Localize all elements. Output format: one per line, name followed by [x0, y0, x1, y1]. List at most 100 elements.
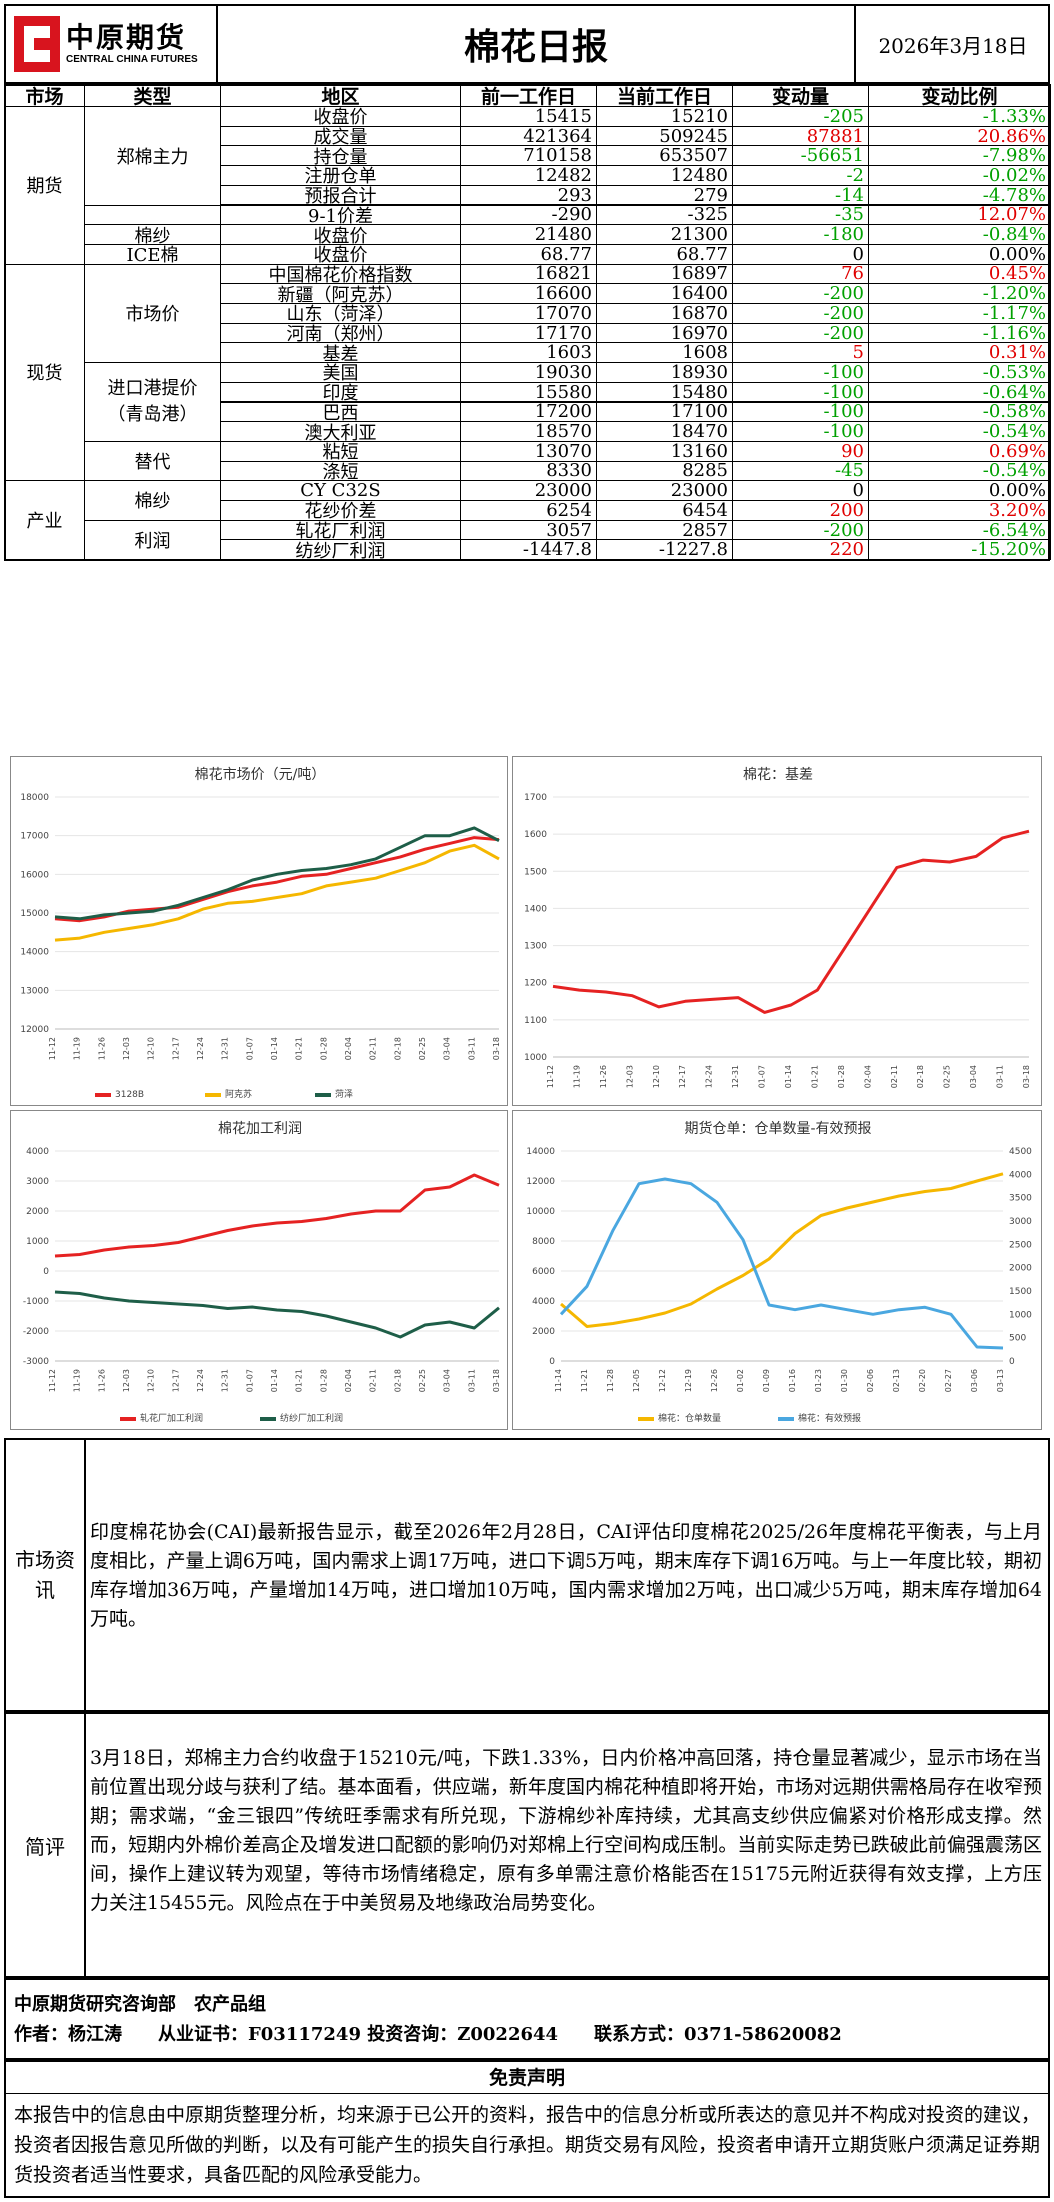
x-tick-label: 11-12	[48, 1369, 57, 1392]
market-news-text: 印度棉花协会(CAI)最新报告显示，截至2026年2月28日，CAI评估印度棉花…	[90, 1521, 1042, 1630]
chart-cotton-market-price-svg: 棉花市场价（元/吨） 12000 13000 14000 15000 16000 17000…	[20, 766, 501, 1100]
x-tick-label: 03-13	[996, 1369, 1005, 1392]
y-tick-label: -1000	[23, 1297, 49, 1307]
x-tick-label: 02-18	[393, 1037, 402, 1060]
y-tick-label: 0	[549, 1357, 555, 1367]
author-info: 作者：杨江涛 从业证书：F03117249 投资咨询：Z0022644 联系方式…	[14, 2024, 842, 2045]
logo-cn-text: 中原期货	[66, 21, 187, 54]
legend-swatch	[638, 1417, 654, 1421]
x-tick-label: 12-10	[147, 1037, 156, 1060]
report-date: 2026年3月18日	[878, 33, 1028, 58]
x-tick-label: 12-17	[171, 1369, 180, 1392]
chart-warehouse-receipts-svg: 期货仓单：仓单数量-有效预报02000400060008000100001200…	[526, 1120, 1032, 1424]
y2-tick-label: 3500	[1009, 1194, 1032, 1204]
logo-mark-icon	[14, 16, 60, 72]
series-line	[54, 836, 500, 923]
x-tick-label: 11-19	[572, 1065, 581, 1088]
disclaimer-text: 本报告中的信息由中原期货整理分析，均来源于已公开的资料，报告中的信息分析或所表达…	[14, 2104, 1041, 2186]
y2-tick-label: 2500	[1009, 1240, 1032, 1250]
chart-cotton-basis: 棉花：基差 1000 1100 1200 1300 1400 1500 1600 1700 11-…	[512, 756, 1042, 1106]
company-logo: 中原期货 CENTRAL CHINA FUTURES	[8, 10, 208, 80]
x-tick-label: 03-04	[443, 1037, 452, 1060]
y-tick-label: 12000	[526, 1177, 555, 1187]
x-tick-label: 01-14	[784, 1065, 793, 1088]
legend-swatch	[205, 1093, 221, 1097]
commentary-text: 3月18日，郑棉主力合约收盘于15210元/吨，下跌1.33%，日内价格冲高回落…	[90, 1747, 1042, 1914]
series-line	[54, 1173, 500, 1258]
legend-swatch	[778, 1417, 794, 1421]
y2-tick-label: 2000	[1009, 1264, 1032, 1274]
x-tick-label: 12-10	[652, 1065, 661, 1088]
x-tick-label: 01-23	[814, 1369, 823, 1392]
x-tick-label: 02-11	[369, 1037, 378, 1060]
x-tick-label: 12-03	[122, 1369, 131, 1392]
x-tick-label: 11-26	[97, 1037, 106, 1060]
y-tick-label: 1700	[524, 793, 547, 803]
series-line	[54, 826, 500, 921]
y-tick-label: 1100	[524, 1016, 547, 1026]
y-tick-label: 3000	[26, 1177, 49, 1187]
x-tick-label: 03-18	[492, 1369, 501, 1392]
x-tick-label: 01-14	[270, 1369, 279, 1392]
y-tick-label: 1000	[524, 1053, 547, 1063]
x-tick-label: 03-04	[969, 1065, 978, 1088]
y-tick-label: 4000	[532, 1297, 555, 1307]
chart-title: 棉花加工利润	[218, 1120, 302, 1137]
y-tick-label: 0	[43, 1267, 49, 1277]
x-tick-label: 01-07	[758, 1065, 767, 1088]
x-tick-label: 01-21	[810, 1065, 819, 1088]
x-tick-label: 01-14	[270, 1037, 279, 1060]
x-tick-label: 03-11	[467, 1037, 476, 1060]
x-tick-label: 03-04	[443, 1369, 452, 1392]
x-tick-label: 12-03	[122, 1037, 131, 1060]
x-tick-label: 01-21	[295, 1037, 304, 1060]
x-tick-label: 02-04	[863, 1065, 872, 1088]
x-tick-label: 11-14	[554, 1369, 563, 1392]
x-tick-label: 02-11	[369, 1369, 378, 1392]
y-tick-label: 14000	[526, 1147, 555, 1157]
market-news-section	[4, 1438, 1050, 1712]
x-tick-label: 02-20	[918, 1369, 927, 1392]
x-tick-label: 02-04	[344, 1037, 353, 1060]
y-tick-label: 15000	[20, 909, 49, 919]
x-tick-label: 01-28	[319, 1369, 328, 1392]
y-tick-label: 12000	[20, 1025, 49, 1035]
type-group-importPort: 进口港提价（青岛港）	[84, 362, 221, 442]
legend-swatch	[95, 1093, 111, 1097]
y-tick-label: -3000	[23, 1357, 49, 1367]
y-tick-label: -2000	[23, 1327, 49, 1337]
y-tick-label: 13000	[20, 986, 49, 996]
disclaimer-section	[4, 2060, 1050, 2198]
x-tick-label: 12-05	[632, 1369, 641, 1392]
x-tick-label: 12-03	[625, 1065, 634, 1088]
y2-tick-label: 4500	[1009, 1147, 1032, 1157]
y-tick-label: 1400	[524, 904, 547, 914]
x-tick-label: 11-28	[606, 1369, 615, 1392]
chart-title: 棉花：基差	[743, 766, 813, 783]
y-tick-label: 1200	[524, 979, 547, 989]
y-tick-label: 18000	[20, 793, 49, 803]
x-tick-label: 02-18	[393, 1369, 402, 1392]
y-tick-label: 8000	[532, 1237, 555, 1247]
x-tick-label: 02-25	[418, 1369, 427, 1392]
x-tick-label: 11-19	[73, 1037, 82, 1060]
x-tick-label: 12-12	[658, 1369, 667, 1392]
x-tick-label: 12-24	[196, 1369, 205, 1392]
legend-label: 纺纱厂加工利润	[280, 1412, 343, 1424]
chart-cotton-market-price: 棉花市场价（元/吨） 12000 13000 14000 15000 16000 17000…	[10, 756, 508, 1106]
x-tick-label: 01-21	[295, 1369, 304, 1392]
x-tick-label: 02-27	[944, 1369, 953, 1392]
series-line	[54, 1290, 500, 1339]
x-tick-label: 11-12	[48, 1037, 57, 1060]
chart-warehouse-receipts: 期货仓单：仓单数量-有效预报 0 2000 4000 6000 8000 10000 1200…	[512, 1110, 1042, 1430]
legend-label: 棉花：仓单数量	[658, 1412, 721, 1424]
legend-label: 3128B	[115, 1090, 144, 1100]
x-tick-label: 01-28	[837, 1065, 846, 1088]
x-tick-label: 02-25	[943, 1065, 952, 1088]
x-tick-label: 12-26	[710, 1369, 719, 1392]
y-tick-label: 1000	[26, 1237, 49, 1247]
series-line	[559, 1177, 1004, 1350]
legend-label: 轧花厂加工利润	[140, 1412, 203, 1424]
legend-swatch	[260, 1417, 276, 1421]
